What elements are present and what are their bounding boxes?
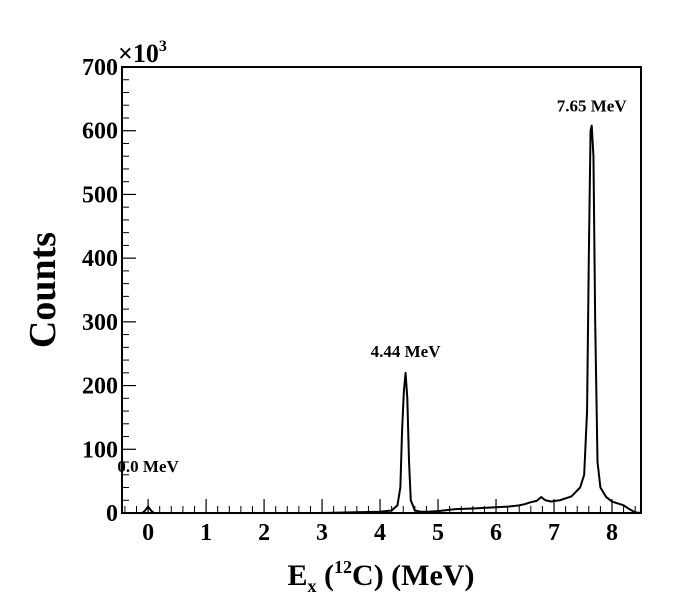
axes: 0 1 2 3 4 5 6 7 8 0 100 200 300 400 500 600 700 0.0 MeV 4.… — [82, 55, 636, 546]
x-tick-label: 2 — [258, 520, 270, 546]
y-tick-label: 600 — [82, 119, 118, 145]
x-axis-title: Ex (12C) (MeV) — [288, 557, 475, 596]
y-tick-label: 400 — [82, 246, 118, 272]
y-tick-label: 0 — [106, 501, 118, 527]
x-tick-label: 3 — [316, 520, 328, 546]
plot-area: 0 1 2 3 4 5 6 7 8 0 100 200 300 400 500 600 700 0.0 MeV 4.… — [82, 55, 642, 546]
x-tick-label: 5 — [432, 520, 444, 546]
peak-label: 7.65 MeV — [557, 97, 628, 116]
x-tick-label: 4 — [374, 520, 386, 546]
data-marks — [122, 124, 642, 514]
y-tick-label: 300 — [82, 310, 118, 336]
x-tick-label: 1 — [200, 520, 212, 546]
y-tick-label: 100 — [82, 437, 118, 463]
x-tick-label: 0 — [142, 520, 154, 546]
y-tick-label: 700 — [82, 55, 118, 81]
series-line — [122, 124, 642, 514]
y-multiplier: ×103 — [118, 38, 167, 68]
x-tick-label: 6 — [490, 520, 502, 546]
y-tick-label: 200 — [82, 374, 118, 400]
y-tick-label: 500 — [82, 182, 118, 208]
x-tick-label: 7 — [548, 520, 560, 546]
x-tick-label: 8 — [606, 520, 618, 546]
plot-frame — [121, 66, 642, 514]
peak-label: 0.0 MeV — [117, 457, 179, 476]
y-axis-title: Counts — [22, 232, 64, 348]
peak-label: 4.44 MeV — [371, 342, 442, 361]
